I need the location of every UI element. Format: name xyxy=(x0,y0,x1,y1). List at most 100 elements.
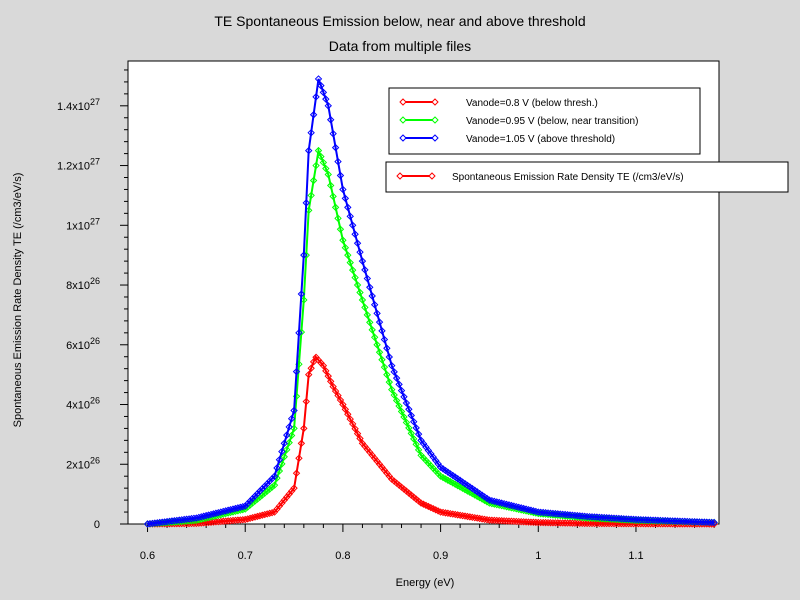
data-point xyxy=(588,513,596,521)
data-point xyxy=(268,508,276,517)
data-point xyxy=(429,504,437,513)
data-point xyxy=(380,363,389,371)
data-point xyxy=(649,516,657,524)
y-tick-label: 1.4x1027 xyxy=(57,97,100,113)
data-point xyxy=(700,518,709,526)
data-point xyxy=(326,377,335,386)
data-point xyxy=(642,516,650,524)
data-point xyxy=(473,488,481,496)
data-point xyxy=(449,471,457,480)
data-point xyxy=(532,518,540,527)
data-point xyxy=(356,248,364,256)
data-point xyxy=(334,214,342,223)
data-point xyxy=(673,517,682,525)
data-point xyxy=(588,519,596,528)
data-point xyxy=(322,164,330,173)
data-point xyxy=(654,516,662,525)
data-point xyxy=(297,439,306,448)
data-point xyxy=(207,518,215,526)
data-point xyxy=(229,516,237,525)
data-point xyxy=(348,420,357,428)
data-point xyxy=(324,170,332,179)
data-point xyxy=(561,519,569,527)
data-point xyxy=(539,518,547,527)
data-point xyxy=(598,519,606,528)
data-point xyxy=(707,518,716,527)
legend-1 xyxy=(388,87,701,155)
data-point xyxy=(285,423,293,431)
data-point xyxy=(585,519,594,528)
data-point xyxy=(424,502,433,511)
data-point xyxy=(363,274,372,283)
data-point xyxy=(422,501,430,510)
data-point xyxy=(546,519,555,527)
data-point xyxy=(287,431,296,440)
data-point xyxy=(317,81,325,90)
data-point xyxy=(204,518,213,527)
data-point xyxy=(348,266,357,274)
data-point xyxy=(341,194,350,203)
x-tick-label: 0.6 xyxy=(140,550,155,562)
data-point xyxy=(558,519,567,527)
data-point xyxy=(632,515,640,524)
data-point xyxy=(456,476,464,485)
data-point xyxy=(400,393,408,401)
data-point xyxy=(383,370,391,379)
data-point xyxy=(302,397,310,406)
data-point xyxy=(446,470,455,478)
data-point xyxy=(297,290,306,298)
data-point xyxy=(329,129,337,138)
data-point xyxy=(353,239,362,247)
data-point xyxy=(395,402,403,410)
legend-marker xyxy=(399,98,407,106)
data-point xyxy=(270,481,279,489)
data-point xyxy=(358,257,367,265)
data-point xyxy=(683,517,691,526)
data-point xyxy=(605,514,613,522)
data-point xyxy=(219,517,227,525)
data-point xyxy=(622,515,630,523)
data-point xyxy=(500,517,508,525)
data-point xyxy=(344,251,352,259)
data-point xyxy=(583,512,591,521)
data-point xyxy=(439,465,447,473)
y-tick-label: 6x1026 xyxy=(66,336,100,352)
data-point xyxy=(544,518,552,527)
legend-label: Vanode=0.8 V (below thresh.) xyxy=(466,98,598,109)
data-point xyxy=(432,456,440,465)
data-point xyxy=(290,406,298,415)
data-point xyxy=(417,436,425,445)
data-point xyxy=(602,514,611,522)
data-point xyxy=(361,303,369,312)
data-point xyxy=(375,348,384,356)
data-point xyxy=(690,518,699,526)
data-point xyxy=(475,489,484,498)
data-point xyxy=(554,519,562,527)
data-point xyxy=(664,517,672,525)
data-point xyxy=(312,93,320,101)
data-point xyxy=(307,191,315,200)
data-point xyxy=(451,480,459,488)
data-point xyxy=(497,517,506,525)
data-point xyxy=(429,453,437,461)
data-point xyxy=(505,517,513,525)
data-point xyxy=(402,399,411,407)
data-point xyxy=(217,517,225,526)
data-point xyxy=(593,519,601,528)
data-point xyxy=(576,519,584,527)
data-point xyxy=(439,473,447,482)
data-point xyxy=(239,502,247,511)
data-point xyxy=(270,472,279,480)
data-point xyxy=(580,519,589,528)
data-point xyxy=(436,463,445,471)
data-point xyxy=(322,367,330,375)
data-point xyxy=(309,176,318,185)
data-point xyxy=(627,515,635,523)
data-point xyxy=(236,516,245,524)
data-point xyxy=(698,518,706,526)
data-point xyxy=(566,519,574,527)
legend-label: Spontaneous Emission Rate Density TE (/c… xyxy=(452,172,684,183)
data-point xyxy=(414,446,423,454)
data-point xyxy=(300,251,308,259)
data-point xyxy=(290,484,298,492)
